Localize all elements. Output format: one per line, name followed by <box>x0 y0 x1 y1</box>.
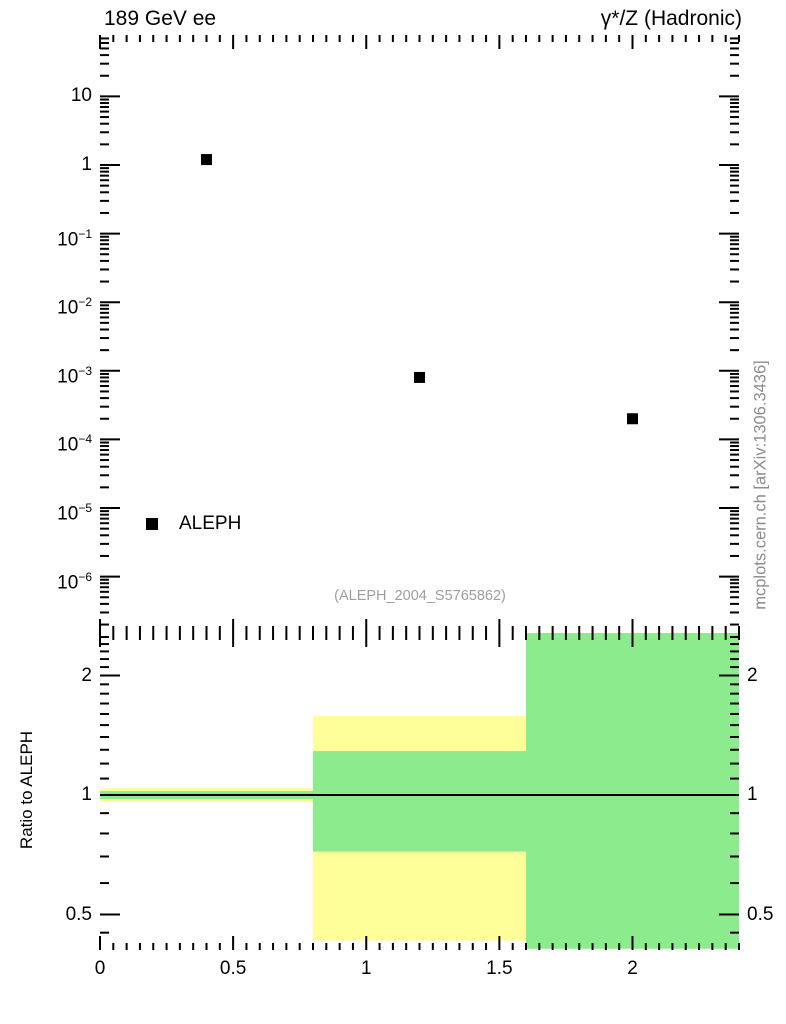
legend-marker-square-icon <box>146 518 158 530</box>
main-y-axis-tick-label: 10−3 <box>57 363 92 388</box>
plot-title-energy: 189 GeV ee <box>104 7 217 30</box>
x-axis-tick-label: 1.5 <box>486 958 513 979</box>
analysis-reference-label: (ALEPH_2004_S5765862) <box>334 588 506 604</box>
main-y-axis-tick-label: 10−6 <box>57 569 92 593</box>
main-y-axis-tick-label: 10−5 <box>57 501 92 525</box>
x-axis-tick-label: 2 <box>627 958 638 979</box>
data-point-marker <box>414 371 425 383</box>
ratio-y-tick-label-right: 1 <box>747 784 758 805</box>
watermark-text: mcplots.cern.ch [arXiv:1306.3436] <box>751 360 770 610</box>
main-panel-frame <box>100 35 739 633</box>
ratio-band-inner <box>313 751 526 852</box>
ratio-y-tick-label-right: 0.5 <box>747 903 774 925</box>
main-y-axis-tick-label: 10 <box>70 85 92 107</box>
x-axis-tick-label: 1 <box>360 958 372 979</box>
ratio-y-tick-label-right: 2 <box>747 664 758 686</box>
main-y-axis-tick-label: 10−2 <box>57 295 92 319</box>
legend: ALEPH <box>146 513 241 535</box>
ratio-y-tick-label-left: 0.5 <box>65 903 92 925</box>
ratio-y-tick-label-left: 1 <box>81 784 92 805</box>
x-axis-tick-label: 0.5 <box>219 958 247 979</box>
ratio-band-inner <box>526 633 739 949</box>
plot-title-process: γ*/Z (Hadronic) <box>600 7 742 30</box>
main-y-axis-tick-label: 10−4 <box>57 432 92 456</box>
legend-label: ALEPH <box>179 513 242 534</box>
data-point-marker <box>201 154 212 166</box>
data-point-marker <box>627 413 638 425</box>
ratio-y-tick-label-left: 2 <box>81 664 92 686</box>
main-y-axis-tick-label: 10−1 <box>57 226 92 250</box>
main-y-axis-tick-label: 1 <box>81 154 92 175</box>
x-axis-tick-label: 0 <box>94 958 106 979</box>
